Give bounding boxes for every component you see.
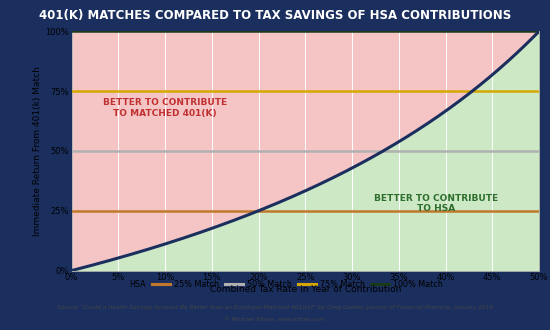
Text: BETTER TO CONTRIBUTE
TO MATCHED 401(K): BETTER TO CONTRIBUTE TO MATCHED 401(K) (103, 98, 227, 117)
Text: BETTER TO CONTRIBUTE
TO HSA: BETTER TO CONTRIBUTE TO HSA (374, 194, 498, 213)
Text: © Michael Kitces, www.kitces.com: © Michael Kitces, www.kitces.com (224, 316, 326, 322)
X-axis label: Combined Tax Rate in Year of Contribution: Combined Tax Rate in Year of Contributio… (210, 285, 401, 294)
Text: Source: "Could a Health Savings Account Be Better than an Employer-Matched 401(k: Source: "Could a Health Savings Account … (57, 305, 493, 310)
Legend: HSA, 25% Match, 50% Match, 75% Match, 100% Match: HSA, 25% Match, 50% Match, 75% Match, 10… (104, 277, 446, 292)
Y-axis label: Immediate Return From 401(k) Match: Immediate Return From 401(k) Match (33, 66, 42, 236)
Text: 401(K) MATCHES COMPARED TO TAX SAVINGS OF HSA CONTRIBUTIONS: 401(K) MATCHES COMPARED TO TAX SAVINGS O… (39, 9, 511, 22)
